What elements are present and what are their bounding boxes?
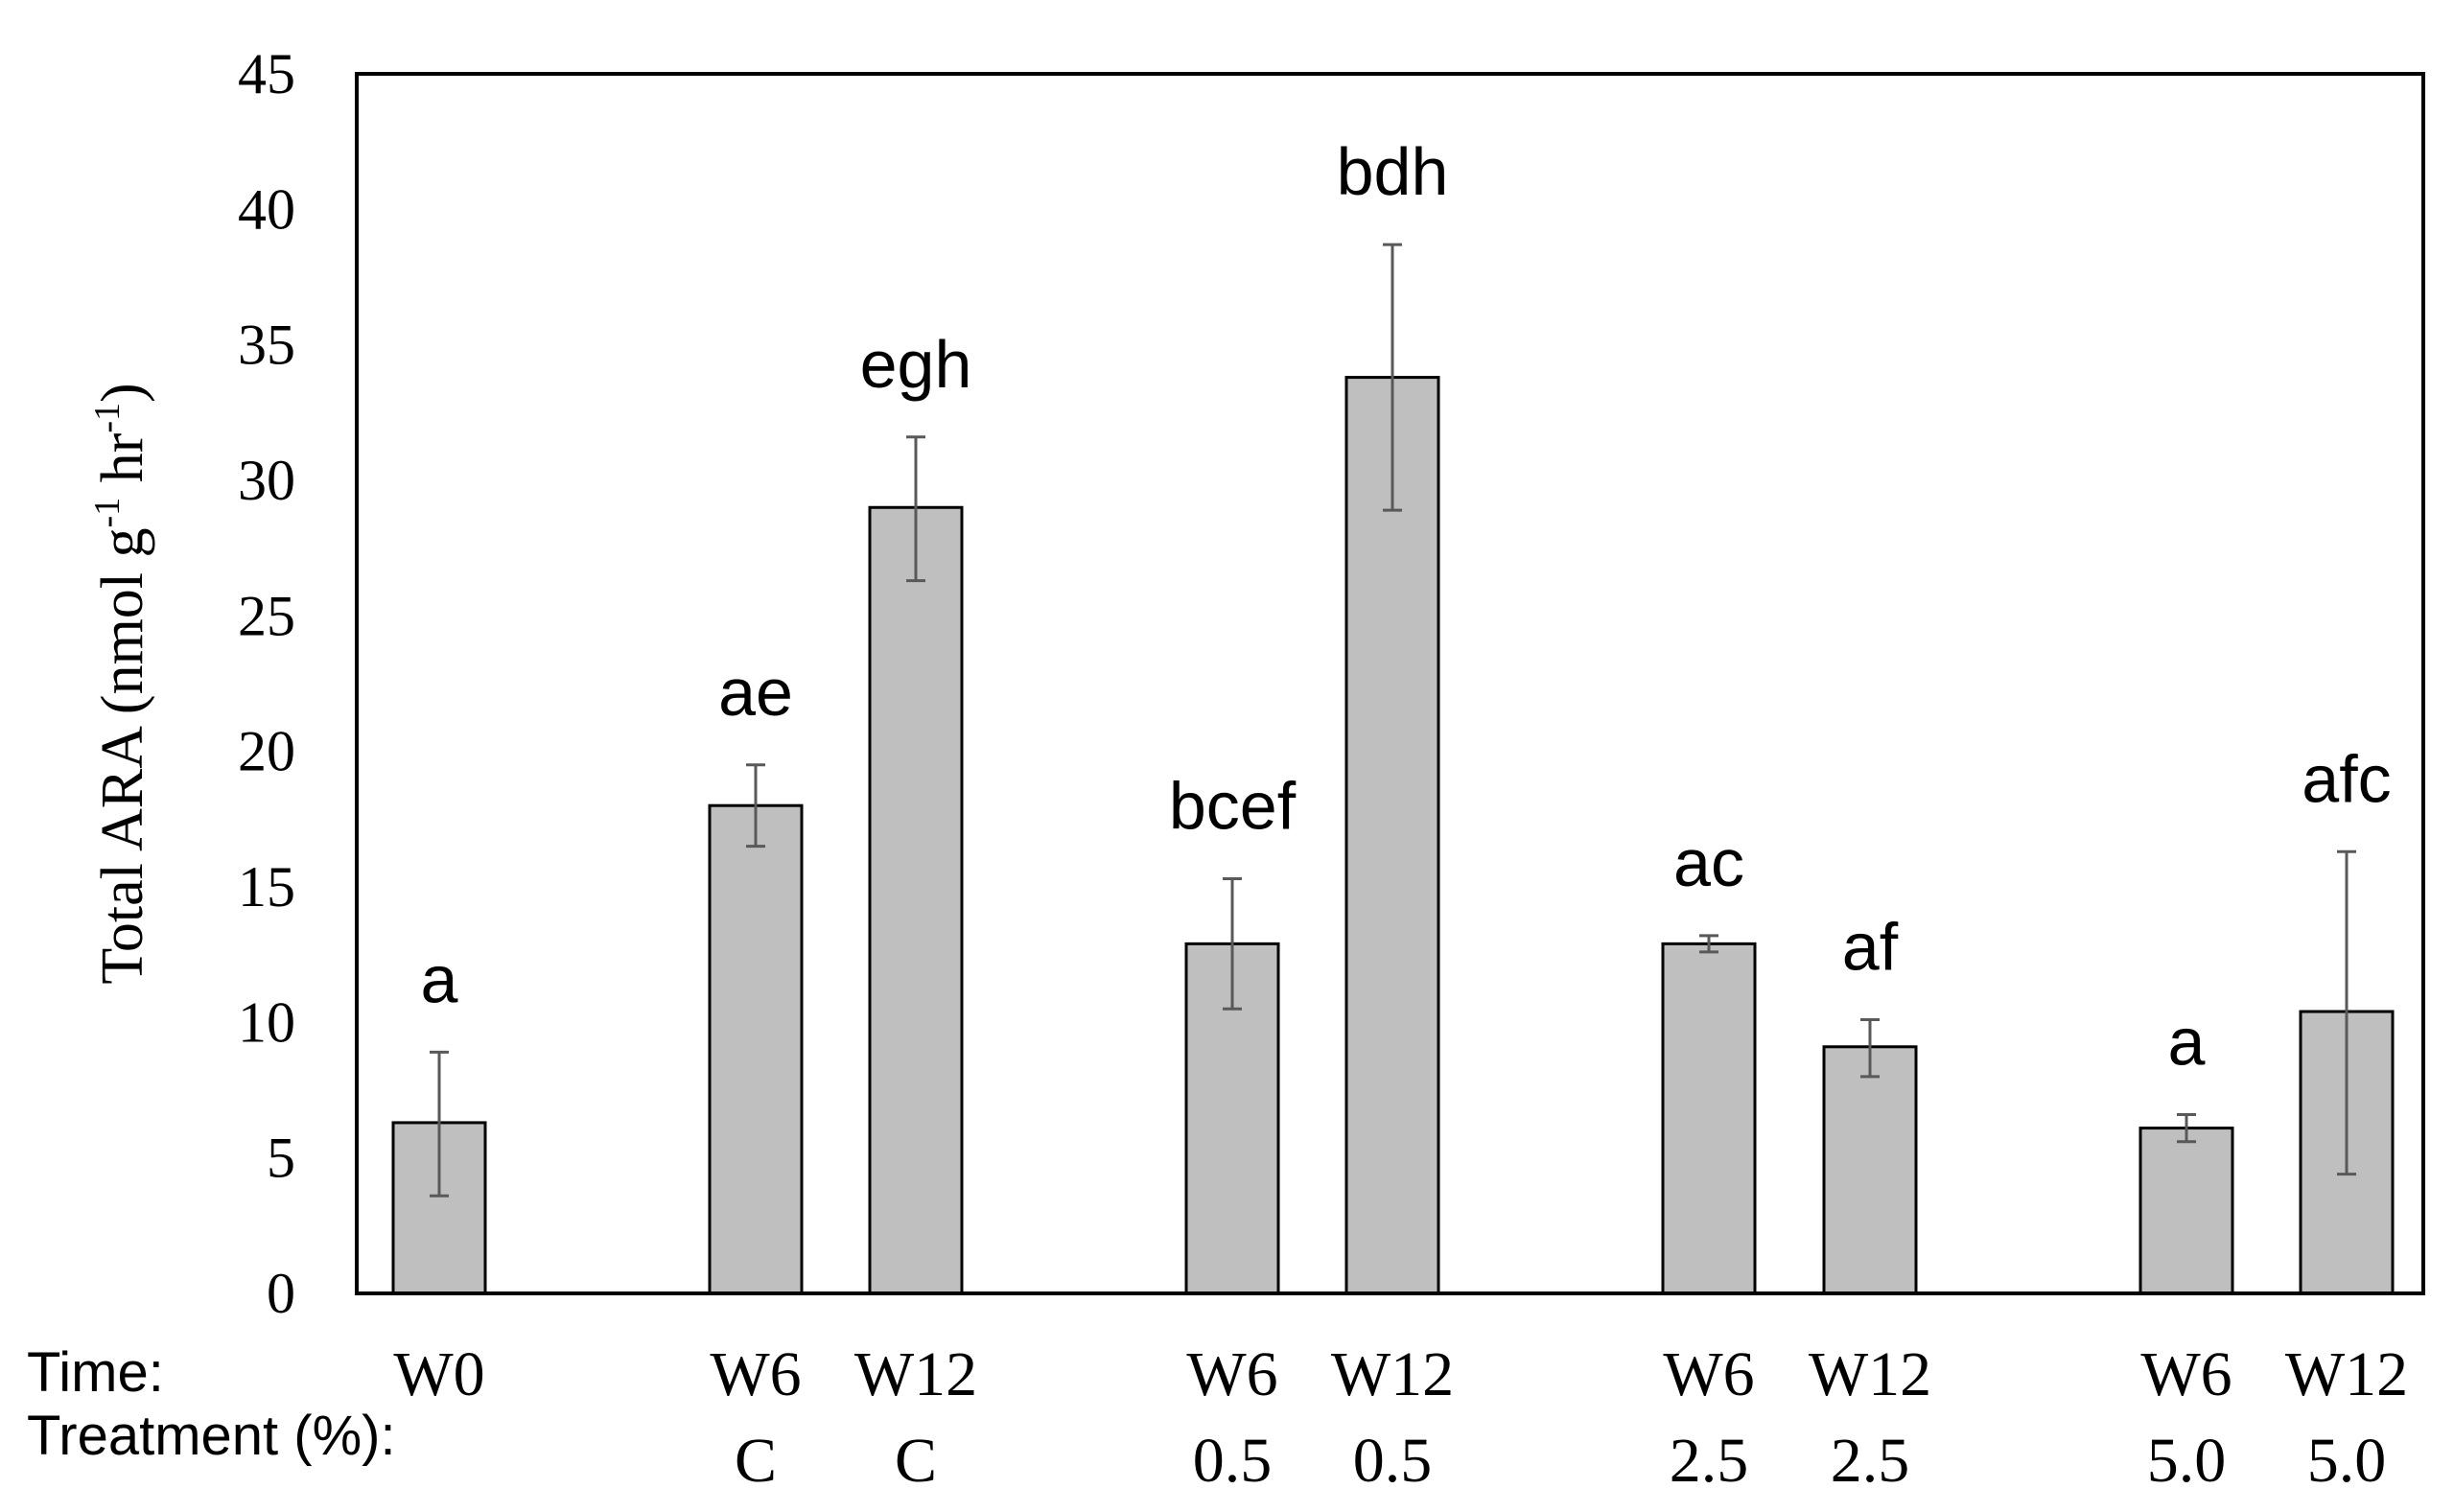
y-tick-label: 20: [238, 720, 295, 783]
bar: [708, 803, 804, 1295]
significance-label: bdh: [1337, 134, 1449, 209]
error-bar: [906, 435, 925, 583]
y-tick-label: 40: [238, 177, 295, 241]
x-time-label: W6: [1663, 1339, 1754, 1409]
error-bar: [1383, 243, 1402, 512]
significance-label: egh: [860, 327, 972, 402]
x-time-label: W6: [710, 1339, 801, 1409]
treatment-row-label: Treatment (%):: [27, 1405, 396, 1467]
significance-label: afc: [2302, 741, 2391, 816]
y-axis-label-main: Total ARA (nmol g: [90, 527, 155, 984]
error-bar: [1223, 877, 1242, 1011]
x-time-label: W6: [2140, 1339, 2232, 1409]
x-treatment-label: C: [895, 1426, 937, 1496]
x-treatment-label: 0.5: [1193, 1426, 1273, 1496]
y-axis-label-sup2: -1: [87, 403, 128, 433]
x-treatment-label: 5.0: [2147, 1426, 2227, 1496]
y-axis-label: Total ARA (nmol g-1 hr-1): [87, 383, 155, 984]
significance-label: ac: [1673, 826, 1744, 900]
y-axis-label-sup1: -1: [87, 498, 128, 528]
x-treatment-label: 5.0: [2307, 1426, 2387, 1496]
y-tick-label: 0: [267, 1262, 295, 1325]
plot-frame: [355, 72, 2425, 1295]
x-treatment-label: 2.5: [1831, 1426, 1910, 1496]
bar: [1822, 1045, 1918, 1295]
y-tick-label: 5: [267, 1127, 295, 1190]
x-time-label: W12: [854, 1339, 977, 1409]
error-bar: [1699, 934, 1718, 954]
y-tick-label: 15: [238, 855, 295, 919]
y-tick-label: 45: [238, 42, 295, 105]
error-bar: [430, 1050, 449, 1198]
x-axis-labels: W0 W6 C W12 C W6 0.5 W12 0.5 W6 2.5 W12 2.5 W6 5.0 W12 5…: [393, 1339, 2408, 1496]
y-tick-label: 30: [238, 449, 295, 512]
error-bars-group: [430, 243, 2356, 1198]
significance-label: ae: [718, 655, 793, 730]
significance-label: af: [1842, 910, 1899, 985]
error-bar: [1860, 1018, 1880, 1079]
significance-label: a: [421, 942, 458, 1016]
y-tick-label: 35: [238, 314, 295, 377]
y-tick-label: 10: [238, 990, 295, 1054]
x-time-label: W6: [1186, 1339, 1277, 1409]
bars-group: [391, 376, 2395, 1295]
time-row-label: Time:: [27, 1341, 164, 1404]
error-bar: [2337, 849, 2356, 1176]
x-time-label: W0: [393, 1339, 484, 1409]
x-time-label: W12: [1809, 1339, 1931, 1409]
significance-label: bcef: [1169, 769, 1297, 844]
x-treatment-label: 2.5: [1670, 1426, 1749, 1496]
y-axis-ticks: 0 5 10 15 20 25 30 35 40 45: [238, 42, 295, 1325]
y-tick-label: 25: [238, 584, 295, 647]
bar: [868, 505, 964, 1295]
bar: [2138, 1127, 2234, 1295]
error-bar: [746, 763, 765, 849]
significance-label: a: [2168, 1004, 2206, 1079]
x-treatment-label: 0.5: [1353, 1426, 1433, 1496]
y-axis-label-end: ): [90, 383, 155, 403]
bar: [1661, 942, 1757, 1295]
x-time-label: W12: [2285, 1339, 2408, 1409]
error-bar: [2177, 1112, 2196, 1144]
y-axis-label-mid: hr: [90, 432, 155, 498]
x-treatment-label: C: [735, 1426, 777, 1496]
significance-labels: a ae egh bcef bdh ac af a afc: [421, 134, 2392, 1079]
bar: [1344, 376, 1440, 1295]
x-time-label: W12: [1331, 1339, 1454, 1409]
